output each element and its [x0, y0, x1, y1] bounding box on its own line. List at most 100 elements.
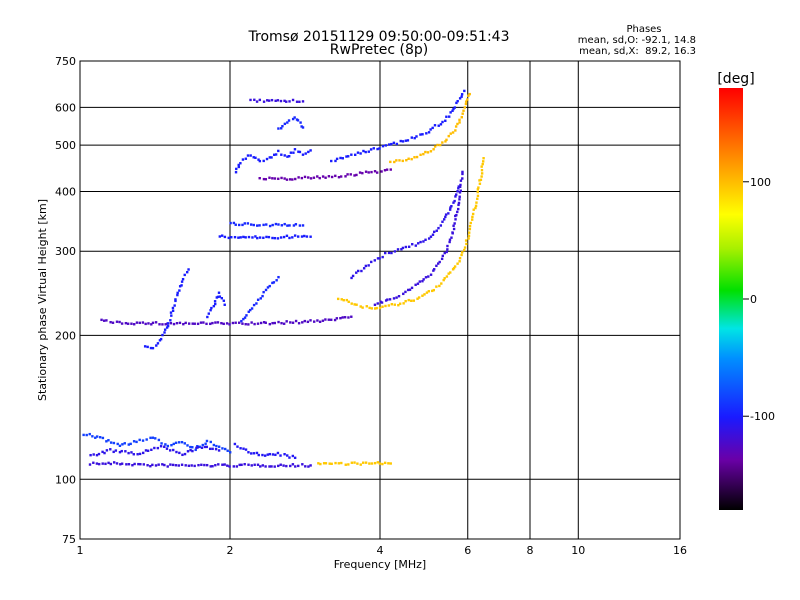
data-point — [372, 147, 375, 150]
data-point — [425, 132, 428, 135]
data-point — [448, 238, 452, 241]
data-point — [191, 446, 194, 449]
data-point — [291, 178, 294, 181]
data-point — [261, 453, 264, 457]
data-point — [405, 158, 408, 162]
data-point — [407, 298, 410, 302]
data-point — [178, 321, 182, 325]
data-point — [149, 465, 152, 468]
data-point — [239, 447, 242, 450]
data-point — [271, 321, 274, 325]
data-point — [318, 320, 322, 324]
data-point — [416, 242, 420, 245]
data-point — [298, 100, 301, 103]
data-point — [392, 141, 396, 145]
data-point — [304, 152, 307, 155]
data-point — [172, 448, 175, 452]
data-point — [367, 150, 370, 153]
data-point — [292, 224, 296, 227]
data-point — [199, 321, 203, 324]
data-point — [303, 234, 306, 238]
data-point — [402, 292, 405, 296]
data-point — [309, 464, 312, 467]
data-point — [349, 173, 352, 176]
data-point — [476, 190, 479, 194]
data-point — [413, 156, 416, 159]
data-point — [220, 296, 224, 300]
data-point — [143, 345, 147, 348]
data-point — [337, 462, 341, 465]
data-point — [201, 443, 204, 447]
data-point — [356, 151, 360, 154]
data-point — [388, 298, 392, 301]
data-point — [218, 295, 222, 298]
data-point — [239, 162, 242, 165]
data-point — [445, 275, 449, 278]
data-point — [151, 436, 155, 439]
plot-border — [79, 60, 681, 540]
data-points — [82, 89, 485, 468]
data-point — [104, 462, 107, 466]
data-point — [271, 223, 274, 227]
data-point — [265, 157, 269, 161]
data-point — [429, 273, 433, 276]
data-point — [261, 294, 264, 298]
data-point — [221, 447, 224, 450]
data-point — [209, 308, 212, 312]
data-point — [429, 128, 432, 131]
data-point — [205, 445, 208, 449]
data-point — [170, 314, 173, 317]
data-point — [330, 175, 334, 179]
data-point — [91, 435, 94, 438]
data-point — [285, 234, 289, 238]
data-point — [297, 150, 300, 153]
data-point — [266, 453, 269, 456]
data-point — [161, 333, 164, 337]
data-point — [232, 465, 236, 468]
y-axis-label: Stationary phase Virtual Height [km] — [36, 199, 49, 401]
data-point — [169, 311, 173, 314]
data-point — [250, 452, 253, 455]
data-point — [415, 155, 419, 159]
data-point — [404, 139, 408, 142]
data-point — [280, 321, 283, 325]
data-point — [330, 318, 333, 321]
data-point — [240, 319, 243, 323]
data-point — [293, 116, 296, 119]
data-point — [183, 273, 186, 277]
data-point — [176, 291, 179, 295]
data-point — [138, 452, 142, 456]
data-point — [164, 323, 167, 326]
data-point — [267, 99, 271, 102]
data-point — [369, 148, 373, 151]
data-point — [356, 462, 359, 465]
data-point — [273, 177, 277, 180]
data-point — [174, 464, 178, 467]
data-point — [203, 445, 207, 449]
data-point — [301, 463, 304, 466]
data-point — [259, 297, 262, 300]
data-point — [226, 464, 229, 467]
data-point — [197, 463, 200, 467]
data-point — [395, 159, 398, 162]
y-tick-label: 200 — [55, 329, 76, 342]
data-point — [180, 284, 183, 287]
data-point — [373, 461, 377, 465]
data-point — [159, 445, 163, 448]
data-point — [165, 447, 169, 450]
data-point — [346, 155, 350, 158]
data-point — [340, 461, 343, 465]
data-point — [273, 465, 276, 468]
data-point — [277, 320, 280, 324]
data-point — [183, 442, 186, 445]
data-point — [476, 194, 480, 198]
data-point — [196, 322, 200, 326]
data-point — [461, 112, 464, 115]
data-point — [354, 153, 357, 157]
data-point — [249, 308, 252, 312]
data-point — [262, 177, 266, 181]
data-point — [138, 321, 141, 325]
data-point — [109, 320, 112, 324]
data-point — [358, 171, 362, 174]
data-point — [422, 240, 425, 243]
